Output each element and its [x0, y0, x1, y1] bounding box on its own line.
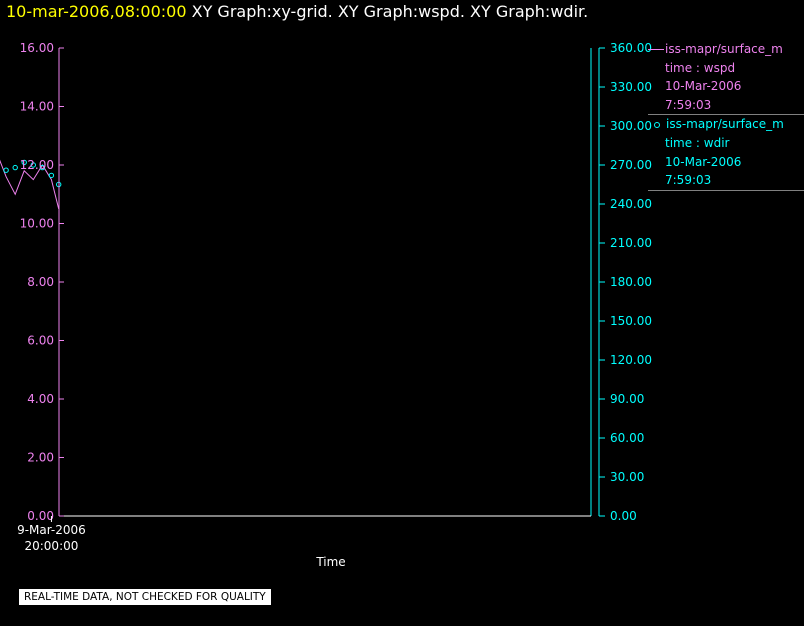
y-left-tick-label: 4.00 [27, 392, 54, 406]
legend-divider [648, 189, 804, 191]
quality-notice: REAL-TIME DATA, NOT CHECKED FOR QUALITY [19, 589, 271, 605]
legend-marker-swatch [654, 121, 660, 128]
x-axis-label: Time [315, 555, 345, 569]
y-left-tick-label: 16.00 [20, 41, 54, 55]
wdir-point [30, 162, 36, 168]
y-left-tick-label: 2.00 [27, 451, 54, 465]
y-right-tick-label: 60.00 [610, 431, 644, 445]
title-date: 10-mar-2006,08:00:00 [6, 2, 187, 21]
y-right-tick-label: 360.00 [610, 41, 652, 55]
legend-wdir-variable: time : wdir [665, 135, 730, 150]
wdir-point [39, 164, 46, 171]
legend-wdir-date: 10-Mar-2006 [665, 154, 742, 169]
y-left-tick-label: 10.00 [20, 217, 54, 231]
y-left-tick-label: 12.00 [20, 158, 54, 172]
y-left-tick-label: 6.00 [27, 334, 54, 348]
legend-wdir-name: iss-mapr/surface_m [648, 115, 804, 134]
graph-title: 10-mar-2006,08:00:00 XY Graph:xy-grid. X… [6, 2, 588, 21]
y-right-tick-label: 330.00 [610, 80, 652, 94]
legend-wdir-time: 7:59:03 [665, 173, 712, 188]
y-right-tick-label: 180.00 [610, 275, 652, 289]
y-right-tick-label: 270.00 [610, 158, 652, 172]
wspd-series [0, 159, 60, 210]
y-left-tick-label: 8.00 [27, 275, 54, 289]
wdir-point [48, 172, 55, 179]
y-left-tick-label: 14.00 [20, 100, 54, 114]
y-left-tick-label: 0.00 [27, 509, 54, 523]
y-right-tick-label: 90.00 [610, 392, 644, 406]
wspd-line [0, 159, 60, 210]
legend-wspd-time: 7:59:03 [665, 97, 712, 112]
legend-entry-wspd: iss-mapr/surface_m time : wspd 10-Mar-20… [648, 40, 804, 114]
legend-divider [648, 114, 804, 116]
y-right-tick-label: 150.00 [610, 314, 652, 328]
y-right-tick-label: 240.00 [610, 197, 652, 211]
y-right-tick-label: 0.00 [610, 509, 637, 523]
wdir-point [3, 167, 9, 173]
wdir-point [21, 159, 27, 166]
legend: iss-mapr/surface_m time : wspd 10-Mar-20… [648, 40, 804, 191]
y-right-tick-label: 120.00 [610, 353, 652, 367]
legend-wspd-variable: time : wspd [665, 60, 736, 75]
legend-entry-wdir: iss-mapr/surface_m time : wdir 10-Mar-20… [648, 115, 804, 189]
legend-wspd-name: iss-mapr/surface_m [648, 40, 804, 59]
y-right-tick-label: 210.00 [610, 236, 652, 250]
legend-wspd-date: 10-Mar-2006 [665, 79, 742, 94]
title-graph-names: XY Graph:xy-grid. XY Graph:wspd. XY Grap… [191, 2, 589, 21]
y-right-tick-label: 300.00 [610, 119, 652, 133]
x-tick-date-label: 9-Mar-2006 [17, 523, 86, 537]
wdir-point [12, 164, 18, 171]
axes: 0.00 2.00 4.00 6.00 8.00 10.00 12.00 14.00 16.00… [17, 41, 652, 553]
y-right-tick-label: 30.00 [610, 470, 644, 484]
legend-line-swatch [648, 49, 664, 50]
x-tick-time-label: 20:00:00 [24, 539, 78, 553]
